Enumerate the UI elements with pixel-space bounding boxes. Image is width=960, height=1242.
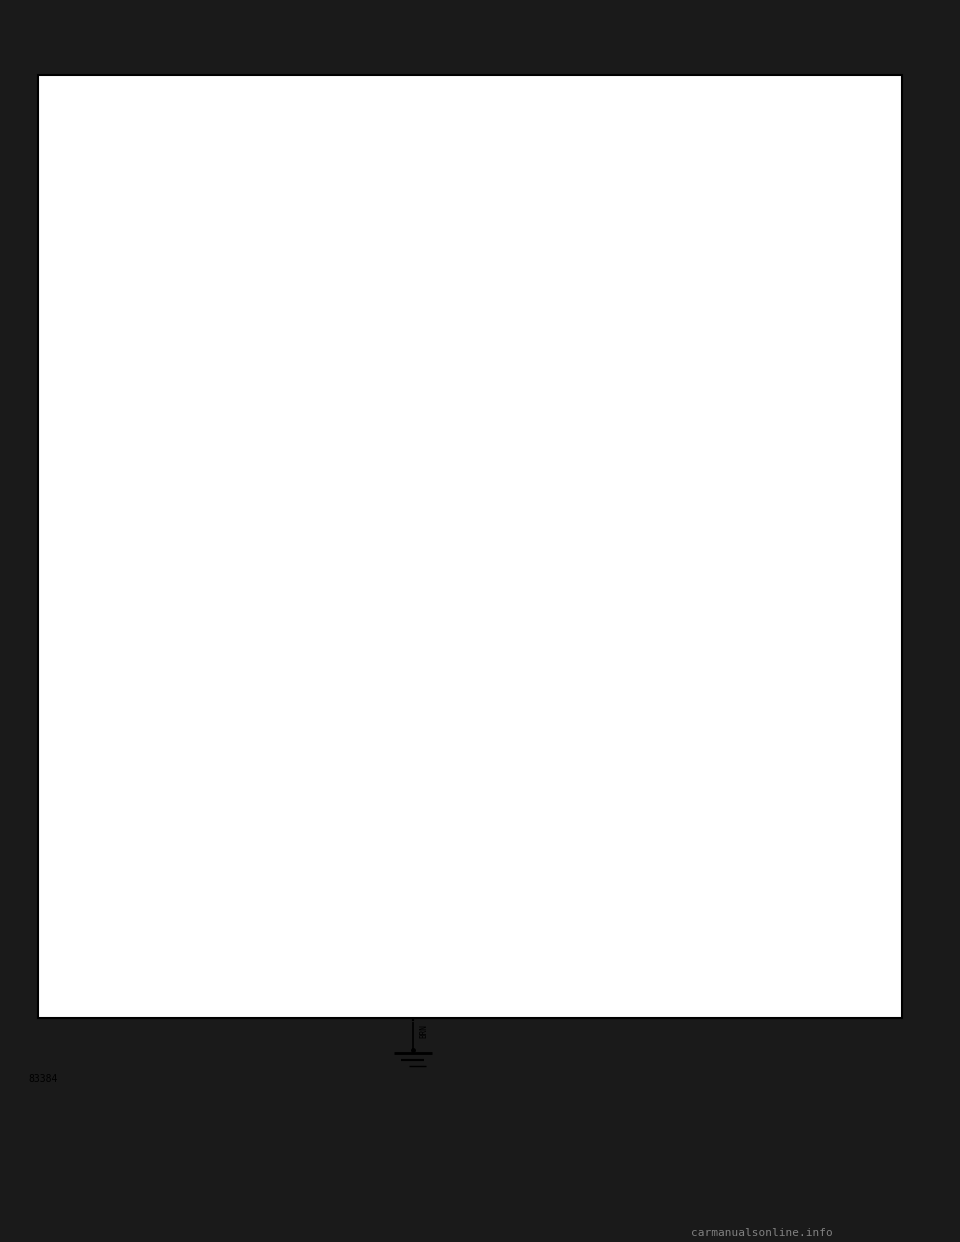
Text: 5: 5 (125, 710, 130, 719)
Text: NCA: NCA (430, 893, 444, 902)
Bar (374, 179, 518, 276)
Text: 8: 8 (120, 296, 125, 304)
Text: FUSE 20: FUSE 20 (139, 206, 172, 215)
Text: AMPLIFIER,: AMPLIFIER, (422, 945, 468, 954)
Text: HOT AT ALL TIMES: HOT AT ALL TIMES (127, 179, 195, 185)
Text: REAR: REAR (432, 816, 450, 825)
Text: 8: 8 (125, 595, 130, 604)
Text: 5A: 5A (139, 225, 149, 235)
Text: 1: 1 (374, 662, 379, 671)
Text: 5: 5 (672, 487, 677, 497)
Bar (144, 749, 278, 845)
Text: LOCKOUT: LOCKOUT (422, 964, 455, 974)
Text: BRN: BRN (420, 1025, 428, 1038)
Bar (158, 484, 715, 590)
Text: RED/BRN: RED/BRN (355, 335, 388, 344)
Text: FM: FM (442, 927, 451, 935)
Text: X610: X610 (171, 713, 191, 722)
Text: GRN/YEL: GRN/YEL (106, 335, 138, 344)
Text: 30A: 30A (389, 225, 402, 235)
Text: 5: 5 (672, 343, 677, 353)
Text: BLU/BRN: BLU/BRN (96, 636, 129, 645)
Text: GRN/YEL: GRN/YEL (106, 432, 138, 441)
Text: HEATING: HEATING (168, 756, 201, 765)
Text: CONTROL: CONTROL (168, 795, 201, 804)
Text: X253: X253 (718, 350, 738, 359)
Text: BOX: BOX (216, 220, 229, 230)
Text: WINDOW: WINDOW (432, 840, 460, 848)
Text: 2: 2 (370, 466, 374, 474)
Text: 83384: 83384 (29, 1074, 59, 1084)
Text: carmanualsonline.info: carmanualsonline.info (691, 1228, 833, 1238)
Bar (701, 227, 835, 333)
Text: CIRCUIT: CIRCUIT (422, 984, 455, 992)
Text: MODULE: MODULE (720, 273, 748, 282)
Text: 6: 6 (374, 595, 379, 604)
Text: BLK/YEL: BLK/YEL (662, 412, 695, 421)
Bar (374, 683, 547, 770)
Text: BOX: BOX (466, 220, 479, 230)
Text: MODULE: MODULE (168, 814, 196, 822)
Text: AND A/C: AND A/C (168, 775, 201, 784)
Text: NCA: NCA (430, 777, 444, 786)
Text: DIVERSITY II: DIVERSITY II (413, 696, 468, 704)
Text: BLK: BLK (379, 631, 393, 641)
Text: GENERAL: GENERAL (720, 250, 753, 258)
Text: NCA: NCA (374, 893, 388, 902)
Text: REAR: REAR (725, 492, 743, 501)
Text: X10016: X10016 (176, 302, 205, 310)
Text: HOT AT ALL TIMES: HOT AT ALL TIMES (376, 179, 444, 185)
Text: 22: 22 (365, 296, 374, 304)
Text: 1: 1 (374, 1005, 379, 1013)
Text: FUSE: FUSE (216, 201, 234, 210)
Bar (374, 799, 547, 886)
Text: DEFOGGER: DEFOGGER (725, 512, 762, 520)
Text: X10018: X10018 (425, 302, 455, 310)
Text: NCA: NCA (374, 777, 388, 786)
Bar (125, 179, 269, 276)
Text: FUSE: FUSE (466, 201, 484, 210)
Text: 4: 4 (120, 466, 125, 474)
Text: FUSE 59: FUSE 59 (389, 206, 421, 215)
Bar (374, 914, 547, 1000)
Text: RELAY: RELAY (725, 530, 748, 539)
